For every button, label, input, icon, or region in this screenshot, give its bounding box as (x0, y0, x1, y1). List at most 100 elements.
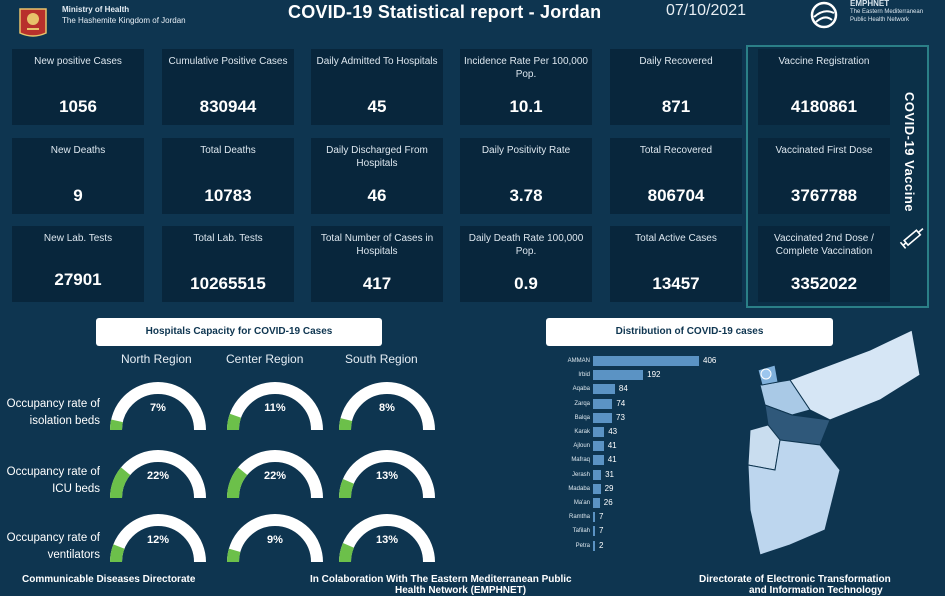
distribution-section-title: Distribution of COVID-19 cases (546, 318, 833, 346)
stat-value: 0.9 (514, 274, 538, 293)
stat-label: Daily Positivity Rate (481, 145, 571, 156)
stat-card-daily-positivity-rate: Daily Positivity Rate 3.78 (460, 138, 592, 214)
stat-value: 3767788 (790, 186, 858, 205)
stat-label: Daily Death Rate 100,000 Pop. (468, 233, 584, 257)
stat-label: Daily Admitted To Hospitals (316, 56, 438, 67)
gauge-track (110, 382, 206, 431)
emphnet-name: EMPHNET (850, 0, 890, 8)
bar (593, 356, 699, 366)
bar-row: Jerash 31 (548, 469, 738, 481)
bar-category-label: Jerash (571, 471, 590, 478)
footer-collaboration-line-2: Health Network (EMPHNET) (395, 585, 527, 596)
stat-label: Daily Discharged From Hospitals (326, 145, 428, 169)
bar-category-label: Madaba (568, 485, 590, 492)
bar-row: Ma'an 26 (548, 497, 738, 509)
stat-card-vaccinated-first-dose: Vaccinated First Dose 3767788 (758, 138, 890, 214)
stat-label: New positive Cases (34, 56, 122, 67)
occupancy-gauge: 8% (336, 378, 438, 436)
stat-value: 830944 (199, 97, 257, 116)
bar-value-label: 31 (605, 469, 614, 479)
syringe-icon (899, 228, 924, 249)
stat-label: New Lab. Tests (43, 233, 113, 244)
stat-value: 27901 (54, 270, 102, 289)
bar-row: Mafraq 41 (548, 454, 738, 466)
bar (593, 469, 602, 480)
bar-row: Ramtha 7 (548, 511, 738, 523)
stat-value: 46 (367, 186, 387, 205)
gauge-track (227, 382, 323, 431)
report-date: 07/10/2021 (666, 2, 747, 19)
bar-value-label: 7 (599, 512, 604, 522)
bar (593, 441, 604, 452)
occupancy-gauge: 13% (336, 446, 438, 504)
stat-card-new-lab-tests: New Lab. Tests 27901 (12, 226, 144, 302)
jordan-emblem-icon (19, 8, 47, 37)
footer-directorate-line-2: and Information Technology (749, 585, 883, 596)
gauge-track (339, 450, 435, 499)
stat-label: Daily Recovered (639, 56, 713, 67)
bar-category-label: Ma'an (573, 500, 590, 506)
bar-value-label: 192 (647, 370, 661, 380)
emphnet-logo-icon (810, 1, 838, 29)
stat-label: Vaccinated 2nd Dose / Complete Vaccinati… (774, 233, 874, 257)
bar-row: Aqaba 84 (548, 383, 738, 395)
footer-collaboration-line-1: In Colaboration With The Eastern Mediter… (310, 574, 572, 585)
occupancy-gauge: 7% (107, 378, 209, 436)
gauge-value: 9% (267, 534, 283, 546)
stat-card-new-deaths: New Deaths 9 (12, 138, 144, 214)
gauge-value: 22% (263, 470, 287, 482)
gauge-track (339, 514, 435, 563)
stat-value: 10265515 (190, 274, 266, 293)
gauge-fill (338, 542, 355, 563)
stat-label: New Deaths (50, 145, 106, 156)
occupancy-gauge: 22% (107, 446, 209, 504)
stat-card-total-active-cases: Total Active Cases 13457 (610, 226, 742, 302)
bar-value-label: 73 (616, 412, 625, 422)
stat-value: 13457 (652, 274, 700, 293)
bar-category-label: Ramtha (568, 514, 590, 521)
gauge-fill (227, 467, 248, 499)
bar-value-label: 74 (616, 398, 626, 408)
gauge-fill (110, 467, 131, 499)
bar-row: Irbid 192 (548, 369, 738, 381)
bar-category-label: Irbid (578, 372, 590, 379)
occupancy-gauge: 12% (107, 510, 209, 568)
stat-label: Total Recovered (639, 145, 713, 156)
hospitals-section-title: Hospitals Capacity for COVID-19 Cases (96, 318, 382, 346)
occupancy-gauge: 22% (224, 446, 326, 504)
gauge-value: 12% (146, 534, 170, 546)
region-header-south: South Region (345, 352, 418, 366)
map-region-east (789, 330, 921, 421)
stat-card-total-recovered: Total Recovered 806704 (610, 138, 742, 214)
stat-value: 10783 (204, 186, 252, 205)
bar (593, 512, 595, 523)
stat-card-total-deaths: Total Deaths 10783 (162, 138, 294, 214)
bar-row: Ajloun 41 (548, 440, 738, 452)
stat-card-daily-recovered: Daily Recovered 871 (610, 49, 742, 125)
bar-row: Tafilah 7 (548, 525, 738, 537)
stat-card-cases-in-hospitals: Total Number of Cases in Hospitals 417 (311, 226, 443, 302)
bar-row: Karak 43 (548, 426, 738, 438)
footer-communicable-diseases: Communicable Diseases Directorate (22, 574, 196, 585)
ministry-block: Ministry of Health The Hashemite Kingdom… (62, 4, 186, 26)
bar-category-label: Zarqa (574, 400, 590, 407)
footer-collaboration: In Colaboration With The Eastern Mediter… (310, 574, 572, 596)
stat-card-daily-discharged: Daily Discharged From Hospitals 46 (311, 138, 443, 214)
region-header-north: North Region (121, 352, 192, 366)
bar (593, 455, 604, 466)
stat-label: Total Deaths (200, 145, 256, 156)
stat-value: 45 (367, 97, 387, 116)
bar-row: AMMAN 406 (548, 355, 738, 367)
bar (593, 384, 615, 395)
bar-category-label: Mafraq (571, 457, 590, 464)
bar-category-label: Petra (575, 542, 590, 549)
occupancy-label-icu-beds: Occupancy rate of ICU beds (6, 466, 100, 495)
stat-value: 3.78 (509, 186, 543, 205)
bar-value-label: 41 (607, 455, 617, 465)
stat-label: Total Lab. Tests (193, 233, 263, 244)
bar (593, 427, 605, 437)
stat-value: 4180861 (790, 97, 858, 116)
bar-category-label: Karak (574, 429, 590, 435)
occupancy-label-ventilators: Occupancy rate of ventilators (6, 532, 100, 561)
gauge-track (339, 382, 435, 431)
